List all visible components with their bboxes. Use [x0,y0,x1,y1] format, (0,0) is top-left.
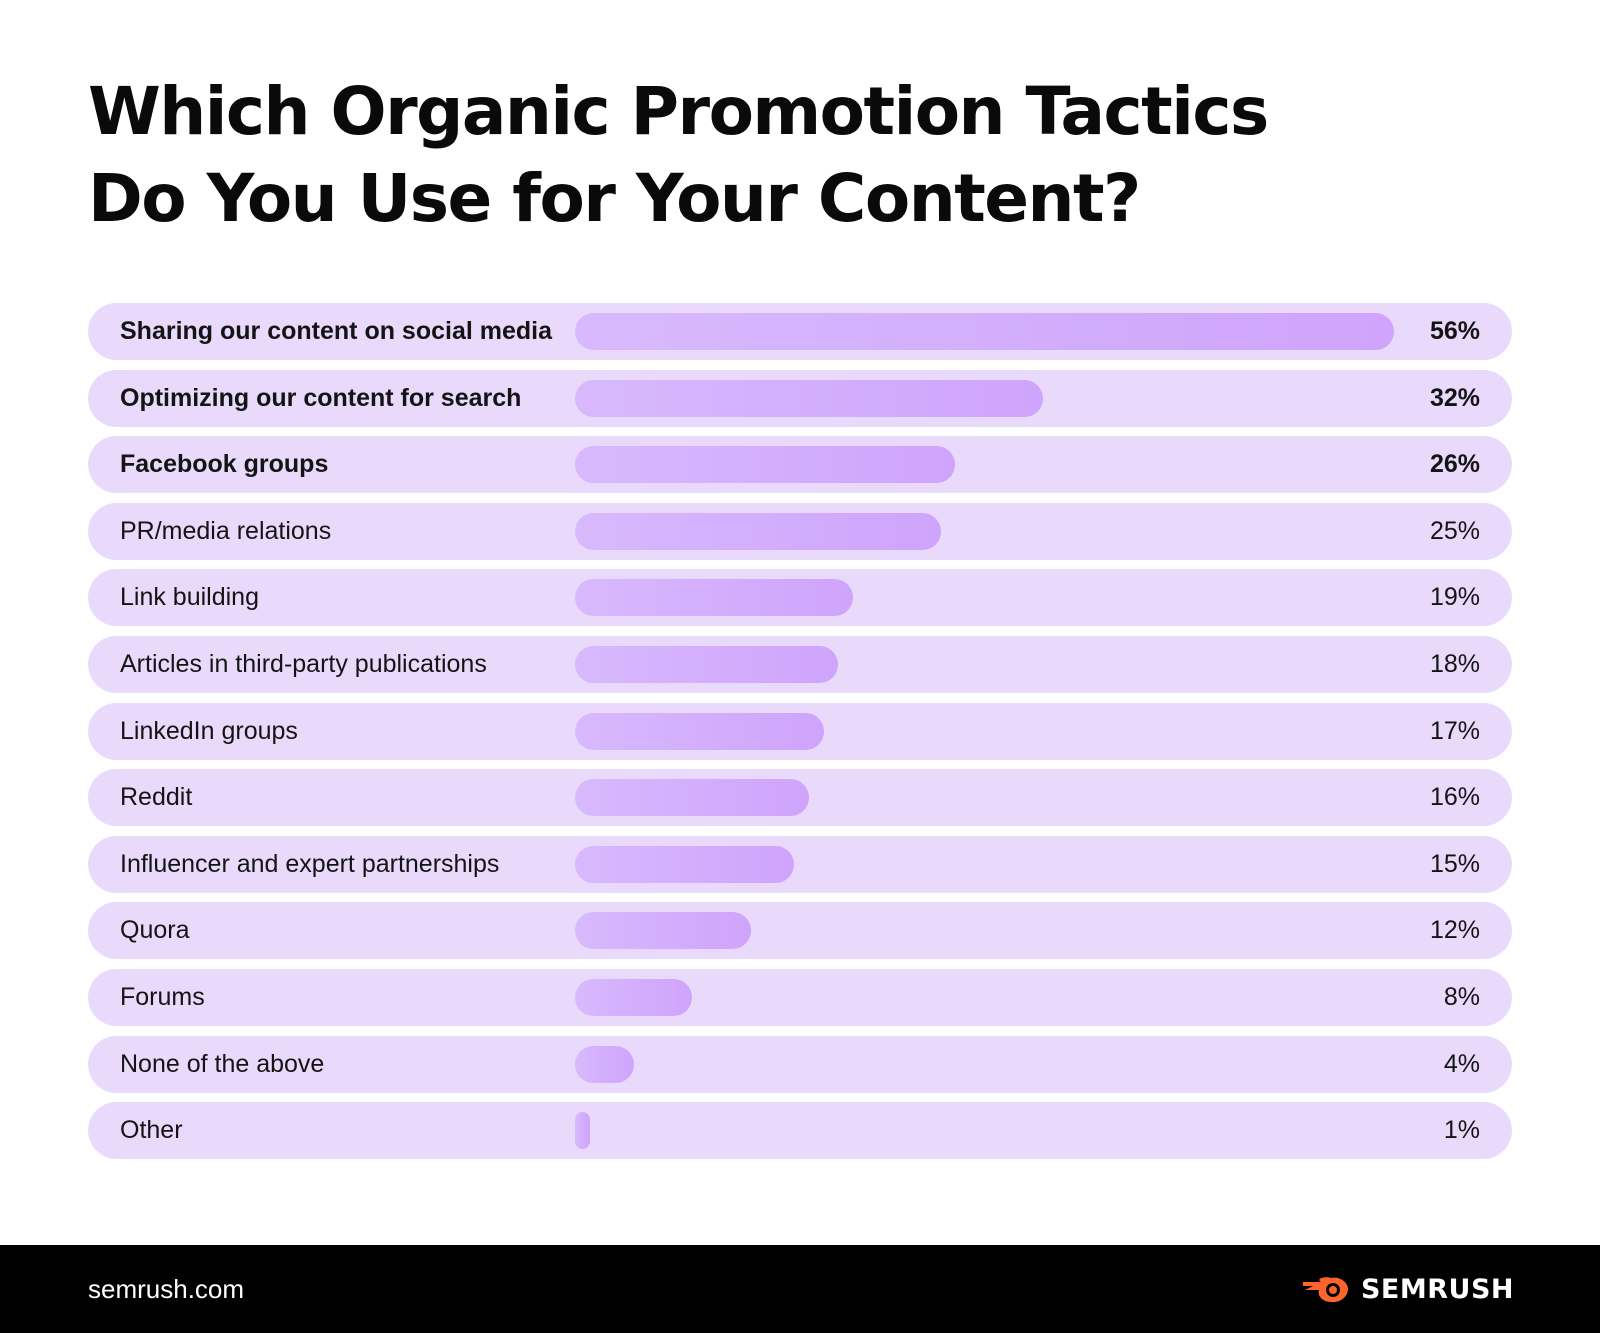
bar-track [575,313,1394,350]
bar-track [575,1112,1394,1150]
chart-row: Influencer and expert partnerships 15% [88,835,1512,893]
bar [575,779,809,817]
bar-track [575,579,1394,617]
bar-track [575,512,1394,550]
category-label: Quora [120,916,190,945]
value-label: 17% [1429,716,1480,745]
bar-track [575,1045,1394,1083]
chart-row: Optimizing our content for search 32% [88,369,1512,427]
bar [575,1112,590,1150]
chart-title-line-1: Which Organic Promotion Tactics [88,73,1269,150]
value-label: 12% [1429,916,1480,945]
bar-track [575,712,1394,750]
bar-track [575,978,1394,1016]
category-label: Facebook groups [120,450,329,479]
brand-logo: SEMRUSH [1301,1245,1514,1333]
category-label: PR/media relations [120,516,332,545]
category-label: LinkedIn groups [120,716,298,745]
value-label: 26% [1429,450,1480,479]
bar [575,712,824,750]
bar [575,912,751,950]
semrush-flame-logo-icon [1302,1277,1349,1303]
bar-track [575,845,1394,883]
footer: semrush.com SEMRUSH [0,1245,1600,1333]
category-label: Other [120,1116,183,1145]
value-label: 8% [1443,982,1480,1011]
value-label: 15% [1429,849,1480,878]
value-label: 19% [1429,583,1480,612]
value-label: 56% [1429,317,1480,345]
category-label: Reddit [120,783,193,812]
bar [575,1045,634,1083]
chart-row: Other 1% [88,1102,1512,1160]
bar [575,645,839,683]
category-label: None of the above [120,1049,325,1078]
chart-row: Articles in third-party publications 18% [88,635,1512,693]
bar-track [575,779,1394,817]
category-label: Forums [120,982,205,1011]
chart-row: Facebook groups 26% [88,436,1512,494]
footer-url[interactable]: semrush.com [88,1274,245,1304]
category-label: Articles in third-party publications [120,649,487,678]
chart-row: Reddit 16% [88,769,1512,827]
category-label: Sharing our content on social media [120,317,553,345]
chart-row: Forums 8% [88,968,1512,1026]
value-label: 25% [1429,516,1480,545]
value-label: 18% [1429,649,1480,678]
bar [575,379,1043,417]
value-label: 16% [1429,783,1480,812]
chart-row: Sharing our content on social media 56% [88,303,1512,360]
value-label: 4% [1443,1049,1480,1078]
bar [575,446,956,484]
bar [575,313,1394,350]
chart-title-line-2: Do You Use for Your Content? [88,160,1141,237]
value-label: 32% [1429,383,1480,412]
category-label: Optimizing our content for search [120,383,522,412]
chart-title: Which Organic Promotion Tactics Do You U… [88,68,1388,242]
bar-chart: Sharing our content on social media 56% Op… [88,303,1512,1169]
chart-row: Link building 19% [88,569,1512,627]
bar-track [575,645,1394,683]
bar [575,978,692,1016]
bar-track [575,379,1394,417]
category-label: Influencer and expert partnerships [120,849,500,878]
chart-row: Quora 12% [88,902,1512,960]
chart-row: None of the above 4% [88,1035,1512,1093]
value-label: 1% [1443,1116,1480,1145]
bar-track [575,912,1394,950]
bar [575,512,941,550]
chart-row: LinkedIn groups 17% [88,702,1512,760]
category-label: Link building [120,583,259,612]
bar [575,845,795,883]
bar-track [575,446,1394,484]
brand-name: SEMRUSH [1360,1273,1514,1305]
chart-row: PR/media relations 25% [88,502,1512,560]
bar [575,579,853,617]
